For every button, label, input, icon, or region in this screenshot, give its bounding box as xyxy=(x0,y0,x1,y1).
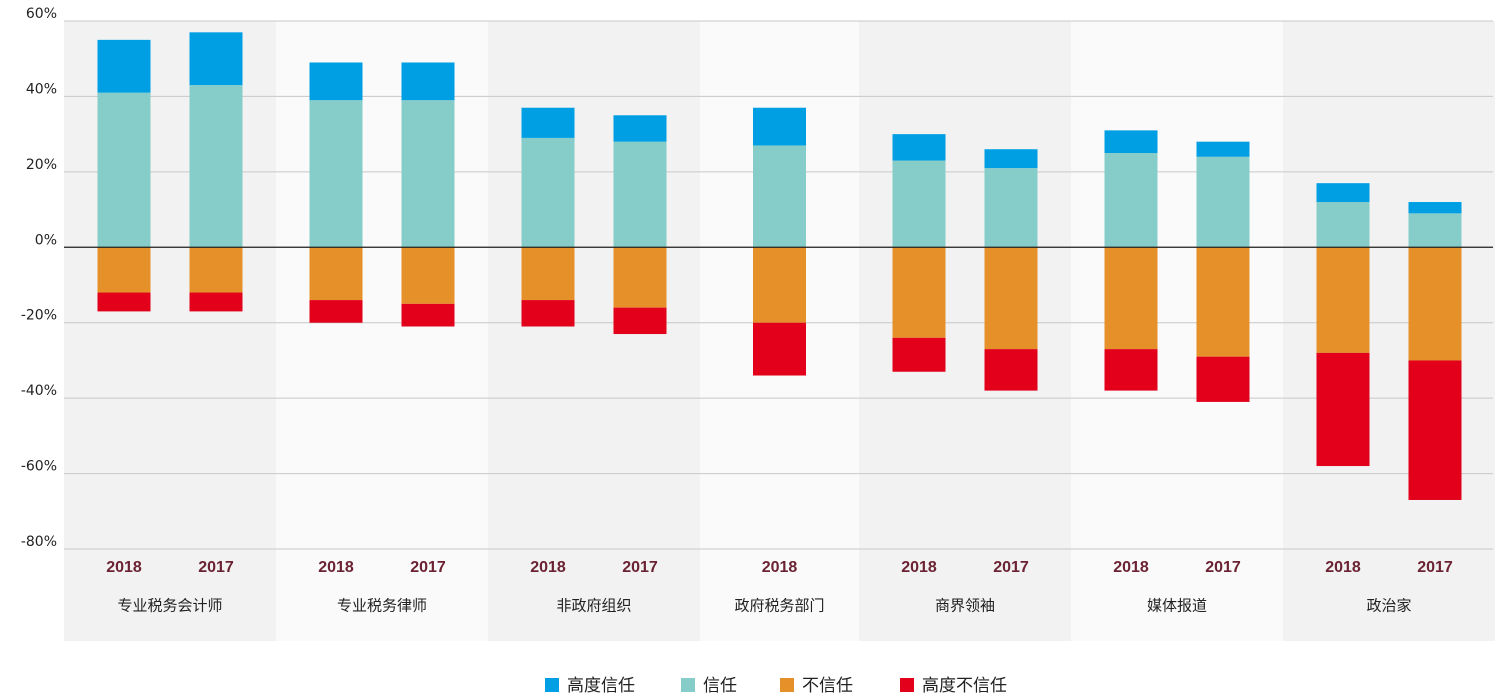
bar-segment xyxy=(1196,247,1250,357)
bar-segment xyxy=(189,247,243,293)
bar-segment xyxy=(1316,183,1370,203)
bar-segment xyxy=(1408,247,1462,361)
legend-label: 高度信任 xyxy=(567,676,635,696)
bar-segment xyxy=(309,300,363,323)
bar-segment xyxy=(521,107,575,138)
bar-segment xyxy=(1316,247,1370,353)
bar-segment xyxy=(892,247,946,338)
legend-swatch xyxy=(681,678,695,692)
year-label: 2017 xyxy=(1205,559,1241,576)
bar-segment xyxy=(521,300,575,327)
bar-segment xyxy=(1196,141,1250,157)
bar-segment xyxy=(97,247,151,293)
bar-segment xyxy=(1104,349,1158,391)
bar-segment xyxy=(309,100,363,248)
bar-segment xyxy=(984,149,1038,169)
group-background xyxy=(64,21,276,641)
bar-segment xyxy=(1408,202,1462,214)
group-label: 非政府组织 xyxy=(556,597,631,615)
bar-segment xyxy=(1316,352,1370,467)
bar-segment xyxy=(1104,130,1158,153)
bar-segment xyxy=(753,247,806,323)
bar-segment xyxy=(1408,360,1462,500)
bar-segment xyxy=(401,62,455,101)
bar-segment xyxy=(189,85,243,248)
legend-label: 信任 xyxy=(703,676,737,696)
bar-segment xyxy=(613,115,667,142)
year-label: 2017 xyxy=(410,559,446,576)
bar-segment xyxy=(521,137,575,248)
bar-segment xyxy=(1196,356,1250,402)
group-label: 专业税务律师 xyxy=(337,597,427,615)
group-label: 政治家 xyxy=(1366,597,1411,615)
year-label: 2018 xyxy=(1325,559,1361,576)
group-label: 专业税务会计师 xyxy=(117,597,222,615)
bar-segment xyxy=(753,322,806,376)
bar-segment xyxy=(984,349,1038,391)
group-label: 媒体报道 xyxy=(1147,597,1207,615)
bar-segment xyxy=(753,107,806,146)
y-tick-label: 0% xyxy=(35,232,57,248)
group-background xyxy=(488,21,700,641)
year-label: 2018 xyxy=(762,559,798,576)
legend-label: 不信任 xyxy=(802,676,853,696)
bar-segment xyxy=(189,292,243,312)
bar-segment xyxy=(309,62,363,101)
bar-segment xyxy=(613,141,667,248)
group-background xyxy=(859,21,1071,641)
group-background xyxy=(1071,21,1283,641)
year-label: 2018 xyxy=(1113,559,1149,576)
bar-segment xyxy=(309,247,363,301)
year-label: 2017 xyxy=(1417,559,1453,576)
group-label: 政府税务部门 xyxy=(734,597,824,615)
y-tick-label: -80% xyxy=(21,534,57,550)
year-label: 2017 xyxy=(622,559,658,576)
bar-segment xyxy=(613,307,667,335)
bar-segment xyxy=(97,92,151,248)
bar-segment xyxy=(1196,156,1250,248)
bar-segment xyxy=(189,32,243,86)
bar-segment xyxy=(984,247,1038,350)
legend-swatch xyxy=(900,678,914,692)
y-tick-label: 20% xyxy=(26,157,57,173)
legend-label: 高度不信任 xyxy=(922,676,1007,696)
bar-segment xyxy=(97,292,151,312)
legend-swatch xyxy=(780,678,794,692)
bar-segment xyxy=(892,337,946,372)
year-label: 2018 xyxy=(318,559,354,576)
bar-segment xyxy=(1104,153,1158,248)
bar-segment xyxy=(613,247,667,308)
y-tick-label: 60% xyxy=(26,6,57,22)
y-tick-label: -20% xyxy=(21,308,57,324)
bar-segment xyxy=(1408,213,1462,248)
bar-segment xyxy=(984,168,1038,248)
year-label: 2017 xyxy=(198,559,234,576)
legend-swatch xyxy=(545,678,559,692)
year-label: 2017 xyxy=(993,559,1029,576)
bar-segment xyxy=(401,247,455,304)
bar-segment xyxy=(892,160,946,248)
bar-segment xyxy=(401,100,455,248)
group-label: 商界领袖 xyxy=(935,597,995,615)
year-label: 2018 xyxy=(106,559,142,576)
bar-segment xyxy=(1316,202,1370,248)
bar-segment xyxy=(753,145,806,248)
bar-segment xyxy=(401,303,455,327)
y-tick-label: -40% xyxy=(21,383,57,399)
bar-segment xyxy=(521,247,575,301)
group-background xyxy=(1283,21,1495,641)
y-tick-label: -60% xyxy=(21,459,57,475)
bar-segment xyxy=(97,39,151,93)
group-background xyxy=(276,21,488,641)
bar-segment xyxy=(892,134,946,161)
year-label: 2018 xyxy=(530,559,566,576)
y-tick-label: 40% xyxy=(26,81,57,97)
bar-segment xyxy=(1104,247,1158,350)
year-label: 2018 xyxy=(901,559,937,576)
